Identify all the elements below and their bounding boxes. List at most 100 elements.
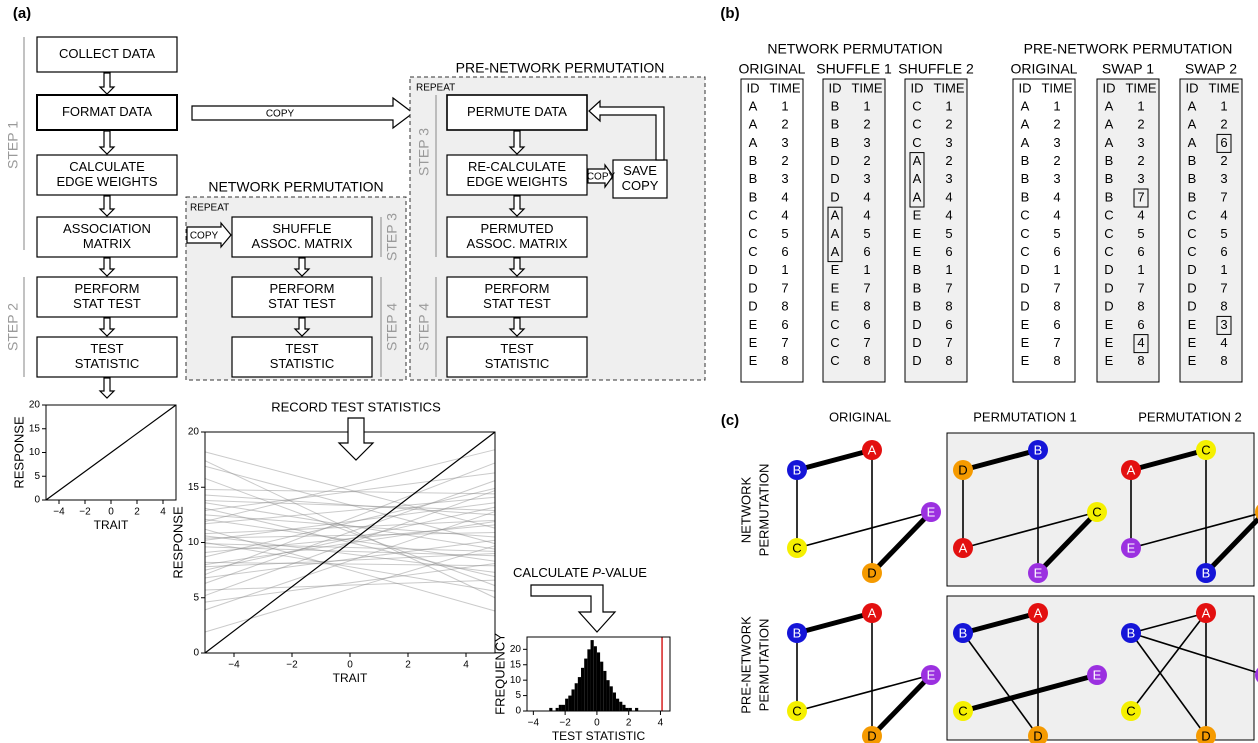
region-title: NETWORK PERMUTATION xyxy=(208,179,383,195)
permuted-line xyxy=(204,502,496,550)
row-label: PERMUTATION xyxy=(756,619,771,712)
table-header: ID xyxy=(911,80,924,95)
permuted-line xyxy=(204,543,496,552)
process-box xyxy=(231,216,373,258)
permuted-line xyxy=(204,539,496,579)
table-cell: E xyxy=(831,262,840,277)
table-cell: 8 xyxy=(1137,299,1144,314)
table-cell: 2 xyxy=(781,153,788,168)
table-cell: B xyxy=(913,280,922,295)
box-text: EDGE WEIGHTS xyxy=(56,174,157,189)
table-cell: C xyxy=(912,135,921,150)
y-tick-label: 15 xyxy=(29,423,41,434)
table-cell: A xyxy=(1188,98,1197,113)
table-cell: 4 xyxy=(863,189,870,204)
edge xyxy=(1130,513,1258,549)
table-cell: A xyxy=(1021,117,1030,132)
y-tick-label: 5 xyxy=(193,592,199,603)
permuted-line xyxy=(204,579,496,591)
hist-bar xyxy=(609,686,613,711)
node-label: A xyxy=(868,605,877,620)
table-cell: D xyxy=(830,171,839,186)
hist-bar xyxy=(635,707,639,711)
table-cell: 4 xyxy=(945,208,952,223)
x-tick-label: −2 xyxy=(79,507,91,518)
edge xyxy=(962,447,1039,473)
table-cell: A xyxy=(913,153,922,168)
table-cell: C xyxy=(830,317,839,332)
process-box xyxy=(446,216,588,258)
table-header: TIME xyxy=(1208,80,1239,95)
table-cell: 8 xyxy=(1220,353,1227,368)
table-cell: 1 xyxy=(945,262,952,277)
table-cell: C xyxy=(912,117,921,132)
table-cell: C xyxy=(748,226,757,241)
table-cell: 7 xyxy=(1220,280,1227,295)
table-cell: 6 xyxy=(945,317,952,332)
table-cell: A xyxy=(1105,135,1114,150)
table-cell: 3 xyxy=(1053,171,1060,186)
table-cell: E xyxy=(1105,335,1114,350)
table-cell: 1 xyxy=(1137,262,1144,277)
hist-bar xyxy=(603,670,607,711)
hist-bar xyxy=(612,692,616,711)
table-cell: 8 xyxy=(863,353,870,368)
box-text: STAT TEST xyxy=(483,296,551,311)
table-cell: 1 xyxy=(945,98,952,113)
table-cell: E xyxy=(913,208,922,223)
arrow xyxy=(98,195,116,217)
table-cell: 7 xyxy=(945,280,952,295)
step-label: STEP 1 xyxy=(5,121,21,169)
hist-bar xyxy=(549,707,553,711)
step-label: STEP 2 xyxy=(5,303,21,351)
table-cell: B xyxy=(913,299,922,314)
edge xyxy=(796,674,932,712)
edge xyxy=(1130,612,1207,712)
node-label: A xyxy=(868,442,877,457)
node-label: C xyxy=(958,703,967,718)
permuted-line xyxy=(204,465,496,545)
y-tick-label: 10 xyxy=(188,537,200,548)
edge xyxy=(1204,515,1258,575)
x-tick-label: 2 xyxy=(626,718,632,729)
table-cell: D xyxy=(1104,280,1113,295)
node xyxy=(1087,665,1107,685)
plot-frame xyxy=(526,636,671,712)
node-label: C xyxy=(792,703,801,718)
table-cell: 1 xyxy=(863,262,870,277)
node xyxy=(1121,460,1141,480)
permuted-line xyxy=(204,477,496,587)
hist-bar xyxy=(571,689,575,711)
box-text: EDGE WEIGHTS xyxy=(466,174,567,189)
table-cell: 5 xyxy=(1053,226,1060,241)
column-title: PERMUTATION 2 xyxy=(1138,409,1242,424)
hist-bar xyxy=(615,698,620,711)
table-cell: A xyxy=(1188,135,1197,150)
node-label: D xyxy=(867,565,876,580)
node xyxy=(1087,502,1107,522)
table-cell: 4 xyxy=(781,189,788,204)
process-box xyxy=(231,276,373,318)
edge xyxy=(1130,632,1207,737)
edge xyxy=(962,610,1039,636)
box-text: COPY xyxy=(622,178,659,193)
box-text: MATRIX xyxy=(83,236,131,251)
table-header: ID xyxy=(829,80,842,95)
table-cell: B xyxy=(831,98,840,113)
table-cell: 3 xyxy=(863,135,870,150)
box-text: FORMAT DATA xyxy=(62,104,152,119)
x-tick-label: −2 xyxy=(559,718,571,729)
node xyxy=(862,603,882,623)
table-box xyxy=(1179,78,1243,383)
table-cell: 6 xyxy=(863,244,870,259)
table-cell: 6 xyxy=(1137,317,1144,332)
table-cell: 5 xyxy=(945,226,952,241)
hist-bar xyxy=(568,695,572,711)
pvalue-label: CALCULATE P-VALUE xyxy=(513,565,647,580)
table-cell: C xyxy=(1104,226,1113,241)
table-cell: 7 xyxy=(1220,189,1227,204)
permuted-line xyxy=(204,480,496,584)
table-cell: C xyxy=(1187,208,1196,223)
table-header: TIME xyxy=(1041,80,1072,95)
node-label: E xyxy=(927,504,936,519)
